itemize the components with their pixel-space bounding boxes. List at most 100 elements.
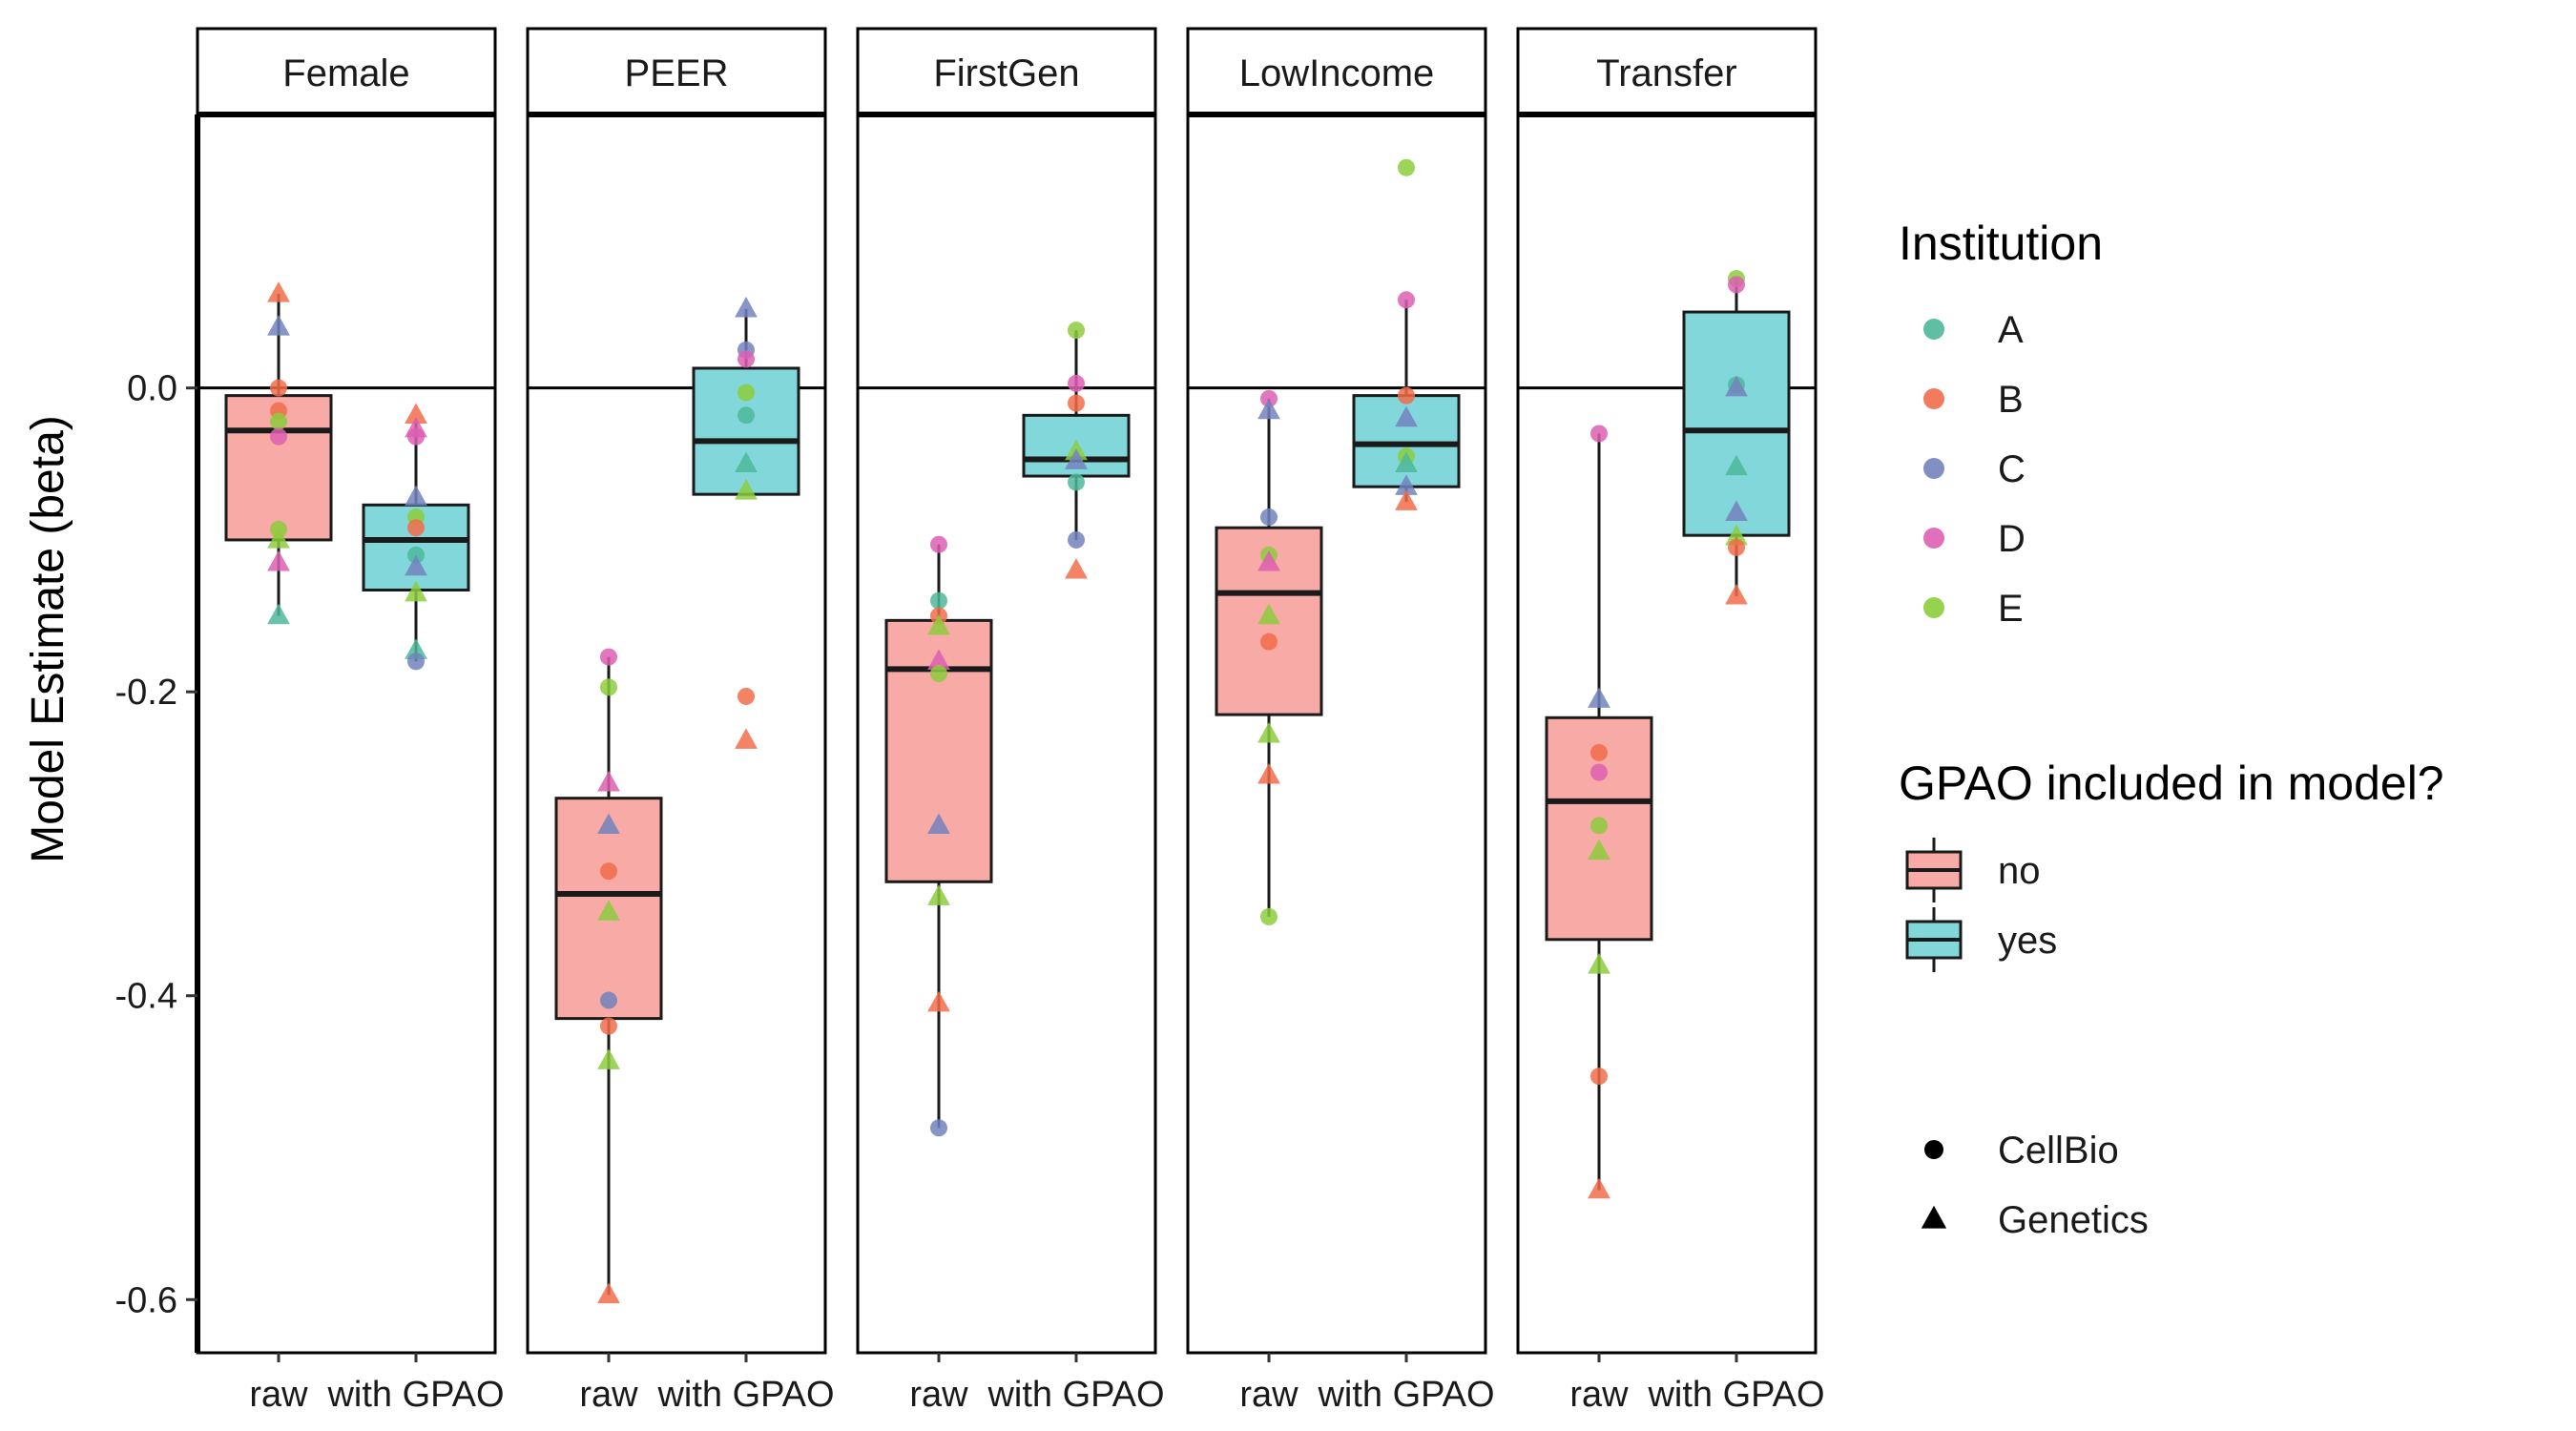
- facet-strip: [1516, 27, 1818, 116]
- point-c-cellbio: [407, 653, 425, 671]
- facet-panel-border: [196, 113, 497, 1355]
- point-b-cellbio: [1398, 386, 1415, 404]
- point-c-genetics: [405, 485, 427, 507]
- point-e-cellbio: [930, 665, 947, 683]
- point-d-genetics: [927, 649, 950, 671]
- point-e-genetics: [735, 479, 758, 500]
- point-c-cellbio: [600, 991, 617, 1009]
- point-b-genetics: [267, 281, 290, 302]
- legend-title: GPAO included in model?: [1899, 757, 2444, 810]
- point-a-genetics: [267, 603, 290, 625]
- point-d-cellbio: [407, 427, 425, 446]
- point-e-genetics: [1257, 721, 1280, 743]
- point-a-genetics: [1395, 451, 1418, 473]
- point-b-genetics: [1395, 489, 1418, 510]
- point-a-genetics: [735, 451, 758, 473]
- x-tick-label: raw: [579, 1375, 638, 1415]
- point-e-genetics: [927, 613, 950, 635]
- point-e-genetics: [405, 580, 427, 602]
- point-b-genetics: [735, 728, 758, 749]
- legend-swatch: [1923, 458, 1944, 479]
- data-points: [1588, 270, 1748, 1199]
- point-a-genetics: [405, 638, 427, 659]
- point-b-genetics: [405, 403, 427, 425]
- point-e-genetics: [1725, 524, 1748, 546]
- point-b-cellbio: [1728, 538, 1745, 556]
- x-tick-label: raw: [249, 1375, 308, 1415]
- point-b-genetics: [1725, 584, 1748, 605]
- box-iqr: [1682, 310, 1791, 537]
- point-d-cellbio: [930, 535, 947, 553]
- point-c-cellbio: [930, 1119, 947, 1137]
- legend-gpao: GPAO included in model? no yes: [1899, 757, 2444, 972]
- point-e-cellbio: [600, 678, 617, 696]
- point-b-genetics: [597, 1282, 620, 1304]
- point-c-genetics: [1065, 448, 1088, 469]
- point-b-cellbio: [1590, 743, 1608, 761]
- legend-course: CellBio Genetics: [1921, 1130, 2149, 1241]
- point-e-genetics: [267, 528, 290, 549]
- point-b-cellbio: [737, 687, 755, 705]
- point-b-genetics: [1588, 1177, 1610, 1199]
- facet-strip: [526, 27, 827, 116]
- facet-firstgen: FirstGen raw with GPAO: [856, 27, 1165, 1415]
- point-e-genetics: [1588, 953, 1610, 974]
- facet-strip-label: FirstGen: [933, 52, 1079, 94]
- point-d-genetics: [1257, 550, 1280, 571]
- point-d-cellbio: [1590, 763, 1608, 781]
- y-tick-label: -0.2: [115, 673, 177, 713]
- legend-label: B: [1998, 379, 2024, 421]
- point-b-cellbio: [600, 862, 617, 881]
- point-b-cellbio: [1260, 633, 1278, 651]
- box-raw: [554, 656, 663, 1296]
- point-c-genetics: [1395, 405, 1418, 427]
- facet-transfer: Transfer raw with GPAO: [1516, 27, 1825, 1415]
- point-b-cellbio: [407, 519, 425, 537]
- point-e-genetics: [597, 900, 620, 921]
- point-b-cellbio: [1590, 1068, 1608, 1086]
- x-tick-label: with GPAO: [326, 1375, 504, 1415]
- y-tick-label: -0.6: [115, 1280, 177, 1320]
- point-d-cellbio: [1590, 425, 1608, 443]
- point-e-cellbio: [270, 412, 287, 430]
- x-tick-label: with GPAO: [1317, 1375, 1494, 1415]
- legend-title: Institution: [1899, 217, 2103, 270]
- legend-label: CellBio: [1998, 1130, 2119, 1172]
- point-d-cellbio: [270, 427, 287, 446]
- point-e-genetics: [597, 1048, 620, 1069]
- point-c-cellbio: [1260, 508, 1278, 527]
- point-a-cellbio: [737, 406, 755, 425]
- x-tick-label: raw: [1569, 1375, 1629, 1415]
- facet-strip-label: Transfer: [1596, 52, 1736, 94]
- y-axis-title: Model Estimate (beta): [23, 415, 73, 863]
- facet-strip: [1186, 27, 1487, 116]
- data-points: [1257, 158, 1418, 925]
- data-points: [597, 297, 758, 1304]
- facet-strip-label: PEER: [625, 52, 729, 94]
- point-d-cellbio: [737, 350, 755, 368]
- point-c-genetics: [1257, 398, 1280, 420]
- point-d-genetics: [267, 550, 290, 571]
- x-tick-label: raw: [909, 1375, 968, 1415]
- facet-panel-border: [1186, 113, 1487, 1355]
- facet-strip-label: LowIncome: [1239, 52, 1435, 94]
- legend-label: D: [1998, 518, 2025, 560]
- legend-swatch: [1921, 1205, 1947, 1229]
- point-e-cellbio: [737, 384, 755, 402]
- point-a-genetics: [1725, 454, 1748, 476]
- point-b-cellbio: [1068, 394, 1085, 412]
- point-c-genetics: [1395, 474, 1418, 495]
- point-e-genetics: [1588, 839, 1610, 861]
- facet-strip-label: Female: [282, 52, 409, 94]
- point-a-cellbio: [1068, 473, 1085, 491]
- facet-peer: PEER raw with GPAO: [526, 27, 835, 1415]
- legend-swatch: [1923, 388, 1944, 409]
- data-points: [267, 281, 427, 671]
- point-c-genetics: [267, 315, 290, 336]
- y-tick-label: 0.0: [127, 369, 177, 409]
- point-e-cellbio: [1068, 321, 1085, 340]
- point-b-genetics: [1065, 557, 1088, 579]
